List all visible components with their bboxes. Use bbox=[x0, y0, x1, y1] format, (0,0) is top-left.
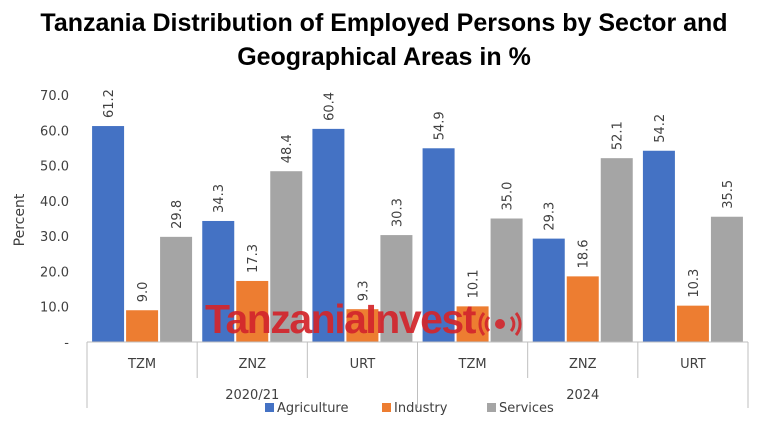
data-label-agriculture-6: 54.2 bbox=[653, 114, 668, 143]
y-tick-label: 30.0 bbox=[40, 230, 69, 245]
chart-title: Tanzania Distribution of Employed Person… bbox=[0, 6, 768, 74]
legend-label: Agriculture bbox=[277, 401, 349, 416]
bar-agriculture-5 bbox=[532, 238, 565, 342]
data-label-industry-6: 10.3 bbox=[687, 269, 702, 298]
data-label-industry-4: 10.1 bbox=[467, 269, 482, 298]
data-label-agriculture-1: 61.2 bbox=[102, 89, 117, 118]
y-tick-label: 60.0 bbox=[40, 124, 69, 139]
bar-services-5 bbox=[600, 158, 633, 342]
data-label-services-5: 52.1 bbox=[611, 121, 626, 150]
bar-agriculture-1 bbox=[92, 126, 125, 343]
legend-label: Services bbox=[499, 401, 554, 416]
bar-agriculture-4 bbox=[422, 148, 455, 342]
data-label-services-1: 29.8 bbox=[170, 200, 185, 229]
bar-industry-3 bbox=[346, 309, 379, 342]
legend-item-industry: Industry bbox=[382, 401, 447, 416]
y-axis-label: Percent bbox=[12, 193, 28, 246]
x-tick-label: TZM bbox=[127, 357, 156, 372]
data-label-agriculture-3: 60.4 bbox=[322, 92, 337, 121]
bar-services-1 bbox=[160, 236, 193, 342]
bar-agriculture-3 bbox=[312, 128, 345, 342]
watermark-text: TanzaniaInvest bbox=[205, 296, 476, 342]
x-group-label: 2024 bbox=[566, 388, 599, 403]
bar-services-4 bbox=[490, 218, 523, 342]
y-tick-label: 70.0 bbox=[40, 89, 69, 104]
bar-agriculture-6 bbox=[642, 150, 675, 342]
y-tick-label: 20.0 bbox=[40, 265, 69, 280]
x-group-label: 2020/21 bbox=[225, 388, 279, 403]
bar-industry-1 bbox=[126, 310, 159, 342]
legend-swatch bbox=[487, 403, 496, 412]
bar-industry-6 bbox=[676, 305, 709, 342]
x-tick-label: ZNZ bbox=[238, 357, 266, 372]
data-label-industry-5: 18.6 bbox=[577, 239, 592, 268]
x-tick-label: URT bbox=[680, 357, 706, 372]
legend-item-services: Services bbox=[487, 401, 554, 416]
bar-services-3 bbox=[380, 235, 413, 342]
legend-swatch bbox=[382, 403, 391, 412]
legend-label: Industry bbox=[394, 401, 448, 416]
legend: Agriculture Industry Services bbox=[0, 401, 768, 421]
data-label-industry-3: 9.3 bbox=[356, 280, 371, 301]
x-tick-label: ZNZ bbox=[569, 357, 597, 372]
legend-item-agriculture: Agriculture bbox=[265, 401, 349, 416]
signal-icon bbox=[478, 312, 522, 336]
data-label-services-2: 48.4 bbox=[280, 134, 295, 163]
data-label-agriculture-5: 29.3 bbox=[543, 202, 558, 231]
chart-title-line-1: Tanzania Distribution of Employed Person… bbox=[40, 9, 728, 37]
x-tick-label: TZM bbox=[458, 357, 487, 372]
data-label-agriculture-4: 54.9 bbox=[433, 111, 448, 140]
bar-services-2 bbox=[270, 171, 303, 342]
data-label-services-4: 35.0 bbox=[501, 182, 516, 211]
data-label-industry-2: 17.3 bbox=[246, 244, 261, 273]
data-label-services-3: 30.3 bbox=[390, 198, 405, 227]
y-tick-label: - bbox=[64, 336, 69, 351]
legend-swatch bbox=[265, 403, 274, 412]
y-tick-label: 40.0 bbox=[40, 195, 69, 210]
chart-title-line-2: Geographical Areas in % bbox=[237, 43, 531, 71]
x-tick-label: URT bbox=[350, 357, 376, 372]
bar-services-6 bbox=[710, 216, 743, 342]
bar-industry-2 bbox=[236, 280, 269, 342]
data-label-agriculture-2: 34.3 bbox=[212, 184, 227, 213]
bar-industry-5 bbox=[566, 276, 599, 342]
watermark: TanzaniaInvest bbox=[205, 296, 523, 346]
y-tick-label: 10.0 bbox=[40, 301, 69, 316]
data-label-services-6: 35.5 bbox=[721, 180, 736, 209]
bar-agriculture-2 bbox=[202, 220, 235, 342]
y-tick-label: 50.0 bbox=[40, 160, 69, 175]
data-label-industry-1: 9.0 bbox=[136, 282, 151, 303]
